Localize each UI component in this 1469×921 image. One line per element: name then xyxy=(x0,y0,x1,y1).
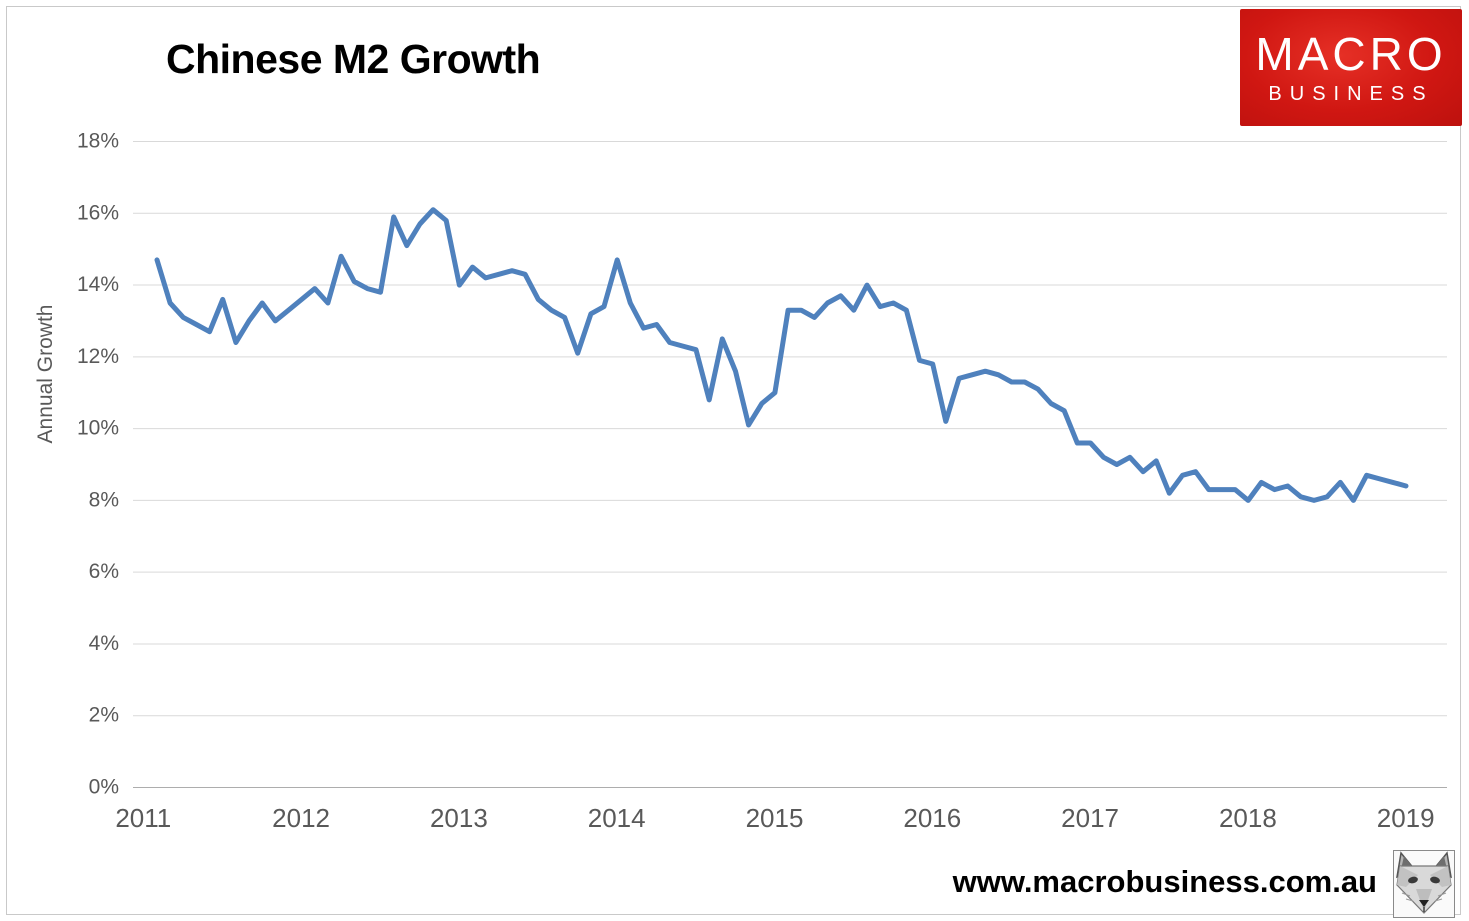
x-tick-label: 2012 xyxy=(272,803,330,833)
x-tick-label: 2016 xyxy=(903,803,961,833)
x-tick-label: 2019 xyxy=(1377,803,1435,833)
x-tick-label: 2017 xyxy=(1061,803,1119,833)
chart-title: Chinese M2 Growth xyxy=(166,36,541,82)
y-tick-label: 8% xyxy=(89,488,119,511)
x-tick-label: 2011 xyxy=(115,803,171,833)
x-tick-label: 2013 xyxy=(430,803,488,833)
y-tick-label: 0% xyxy=(89,776,119,799)
y-tick-label: 6% xyxy=(89,560,119,583)
y-tick-label: 16% xyxy=(77,201,119,224)
x-tick-label: 2015 xyxy=(746,803,804,833)
y-axis-title: Annual Growth xyxy=(34,305,57,444)
m2-growth-line xyxy=(154,207,1409,503)
x-tick-label: 2018 xyxy=(1219,803,1277,833)
y-tick-label: 12% xyxy=(77,345,119,368)
logo-text-business: BUSINESS xyxy=(1268,83,1434,105)
x-tick-label: 2014 xyxy=(588,803,646,833)
y-tick-label: 18% xyxy=(77,130,119,153)
logo-text-macro: MACRO xyxy=(1255,28,1447,80)
y-tick-label: 10% xyxy=(77,417,119,440)
fox-icon xyxy=(1393,850,1455,918)
y-tick-label: 2% xyxy=(89,704,119,727)
y-tick-label: 14% xyxy=(77,273,119,296)
website-url: www.macrobusiness.com.au xyxy=(952,864,1377,899)
y-tick-label: 4% xyxy=(89,632,119,655)
macrobusiness-logo: MACRO BUSINESS xyxy=(1240,9,1462,126)
